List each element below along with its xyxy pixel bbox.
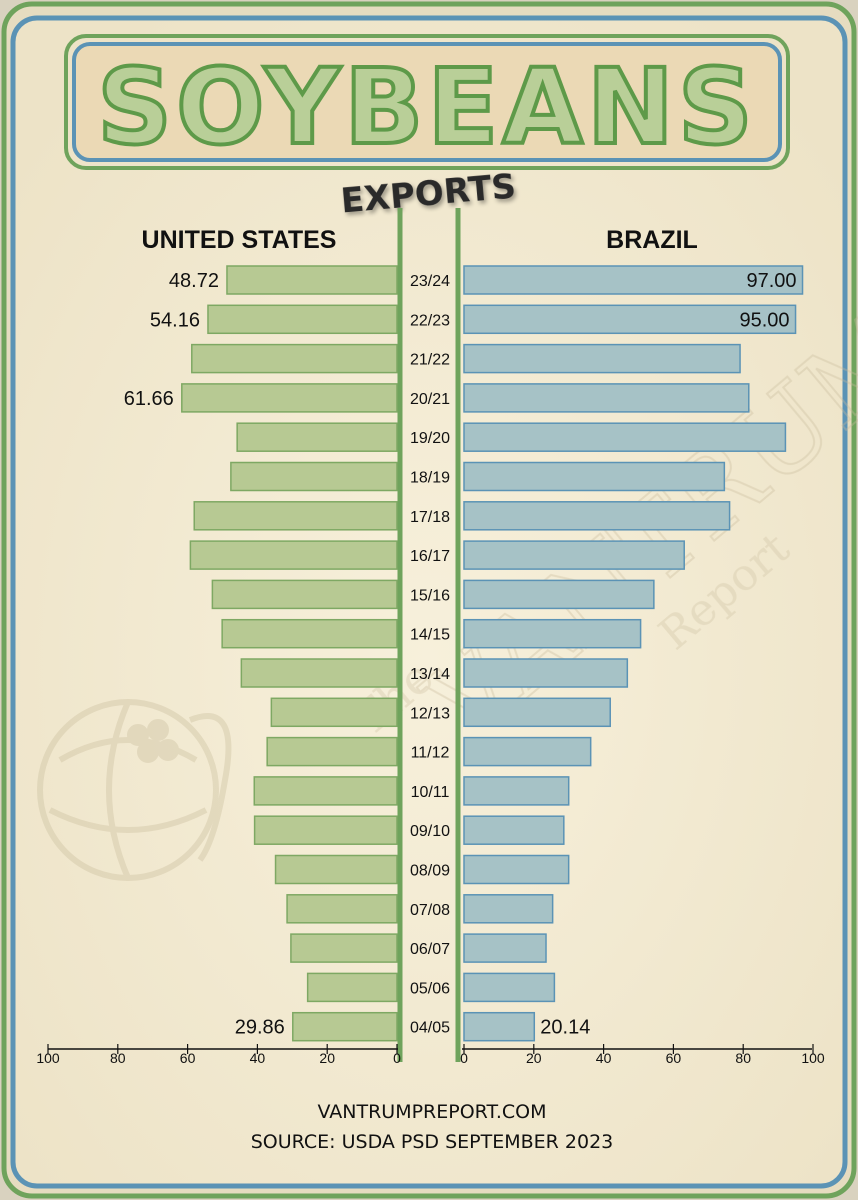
us-bar-23-24: [226, 265, 398, 295]
brazil-data-label: 95.00: [739, 309, 789, 331]
brazil-data-label: 97.00: [746, 270, 796, 292]
brazil-bar-10-11: [463, 776, 570, 806]
brazil-axis-tick-label: 100: [801, 1050, 825, 1066]
us-bar-10-11: [253, 776, 398, 806]
us-bar-21-22: [191, 343, 398, 374]
brazil-bar-16-17: [463, 540, 685, 570]
brazil-bar-15-16: [463, 579, 655, 610]
year-label: 15/16: [410, 587, 450, 604]
year-label: 18/19: [410, 470, 450, 487]
brazil-bar-12-13: [463, 697, 611, 728]
us-data-label: 61.66: [124, 388, 174, 410]
us-axis-tick-label: 20: [319, 1050, 335, 1066]
us-axis-tick-label: 0: [393, 1050, 401, 1066]
us-bar-05-06: [306, 972, 398, 1003]
us-bar-13-14: [240, 658, 398, 688]
brazil-bar-20-21: [463, 383, 750, 413]
year-label: 05/06: [410, 980, 450, 997]
axis-ticks: 100 80 60 40 20 0 0 20 40 60 80 100: [36, 1044, 825, 1066]
year-labels: 23/24 22/23 21/22 20/21 19/20 18/19 17/18 16/17…: [410, 273, 450, 1037]
brazil-bar-13-14: [463, 658, 629, 688]
us-bar-08-09: [274, 854, 398, 885]
year-label: 13/14: [410, 666, 450, 683]
footer-website: VANTRUMPREPORT.COM: [317, 1101, 546, 1123]
us-axis-tick-label: 80: [110, 1050, 126, 1066]
brazil-bar-14-15: [463, 618, 642, 649]
us-bar-11-12: [266, 736, 398, 767]
bars-group: [181, 265, 804, 1042]
brazil-bar-06-07: [463, 933, 547, 963]
brazil-data-label: 20.14: [540, 1017, 590, 1039]
year-label: 16/17: [410, 548, 450, 565]
title-banner-outer: [64, 34, 790, 170]
brazil-bar-17-18: [463, 501, 731, 531]
us-bar-14-15: [221, 618, 398, 649]
brazil-axis-tick-label: 0: [460, 1050, 468, 1066]
brazil-axis-tick-label: 40: [596, 1050, 612, 1066]
year-label: 06/07: [410, 941, 450, 958]
brazil-bar-08-09: [463, 854, 570, 885]
brazil-axis-tick-label: 60: [666, 1050, 682, 1066]
brazil-series-label: BRAZIL: [606, 226, 698, 254]
brazil-bar-07-08: [463, 894, 554, 924]
us-bar-09-10: [253, 815, 398, 845]
title-banner-inner: [72, 42, 782, 162]
globe-logo-icon: [37, 699, 232, 881]
us-bar-17-18: [193, 501, 398, 531]
us-bar-15-16: [211, 579, 398, 610]
data-labels: 48.72 97.00 54.16 95.00 61.66 29.86 20.14: [124, 270, 797, 1039]
brazil-bar-23-24: [463, 265, 804, 295]
brazil-bar-11-12: [463, 736, 592, 767]
brazil-bar-21-22: [463, 343, 741, 374]
us-bar-22-23: [207, 304, 398, 335]
us-data-label: 54.16: [150, 309, 200, 331]
us-bar-07-08: [286, 894, 398, 924]
brazil-bar-04-05: [463, 1011, 536, 1042]
us-bar-18-19: [230, 461, 398, 492]
year-label: 14/15: [410, 627, 450, 644]
year-label: 17/18: [410, 509, 450, 526]
year-label: 22/23: [410, 312, 450, 329]
year-label: 20/21: [410, 391, 450, 408]
year-label: 07/08: [410, 902, 450, 919]
brazil-bar-18-19: [463, 461, 726, 492]
us-bar-04-05: [292, 1011, 398, 1042]
year-label: 12/13: [410, 705, 450, 722]
year-label: 19/20: [410, 430, 450, 447]
year-label: 23/24: [410, 273, 450, 290]
brazil-axis-tick-label: 20: [526, 1050, 542, 1066]
footer-source: SOURCE: USDA PSD SEPTEMBER 2023: [251, 1131, 614, 1153]
brazil-bar-19-20: [463, 422, 787, 452]
us-axis-tick-label: 100: [36, 1050, 60, 1066]
year-label: 21/22: [410, 352, 450, 369]
brazil-bar-05-06: [463, 972, 556, 1003]
us-bar-19-20: [236, 422, 398, 452]
chart-title: SOYBEANS: [97, 46, 757, 168]
brazil-axis-tick-label: 80: [735, 1050, 751, 1066]
year-label: 08/09: [410, 863, 450, 880]
year-label: 04/05: [410, 1020, 450, 1037]
brazil-bar-09-10: [463, 815, 565, 845]
brazil-bar-22-23: [463, 304, 797, 335]
us-bar-06-07: [290, 933, 398, 963]
us-bar-20-21: [181, 383, 398, 413]
us-bar-16-17: [189, 540, 398, 570]
year-label: 10/11: [411, 784, 450, 801]
us-axis-tick-label: 60: [180, 1050, 196, 1066]
us-axis-tick-label: 40: [250, 1050, 266, 1066]
us-bar-12-13: [270, 697, 398, 728]
year-label: 11/12: [411, 745, 450, 762]
us-series-label: UNITED STATES: [142, 226, 337, 254]
us-data-label: 48.72: [169, 270, 219, 292]
year-label: 09/10: [410, 823, 450, 840]
us-data-label: 29.86: [235, 1017, 285, 1039]
